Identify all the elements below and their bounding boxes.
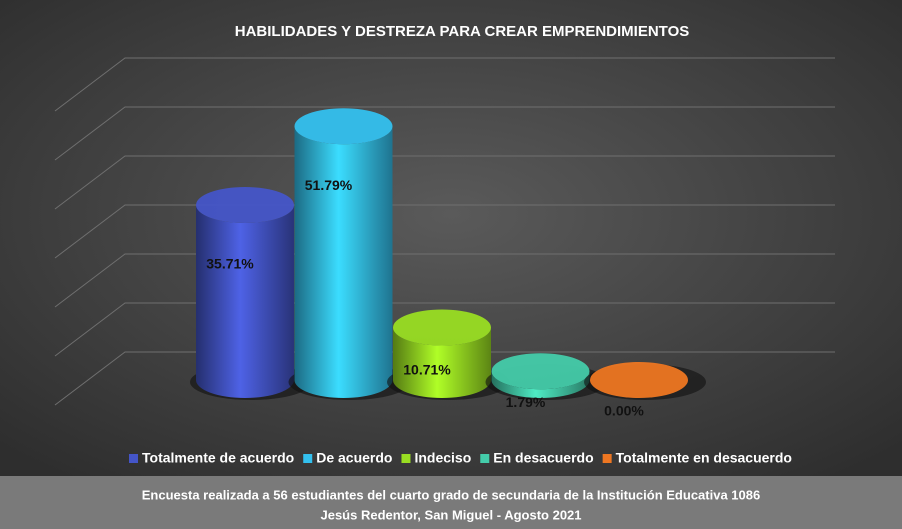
legend-label: Indeciso <box>414 450 471 466</box>
grid-line <box>54 253 835 308</box>
legend-label: Totalmente en desacuerdo <box>616 450 792 466</box>
data-label: 0.00% <box>604 403 644 419</box>
plot-background <box>0 0 902 476</box>
cylinder <box>294 126 393 398</box>
cylinder-top <box>393 309 491 346</box>
cylinder-top <box>491 353 590 390</box>
grid-line <box>54 57 835 112</box>
grid-line <box>54 302 835 357</box>
data-label: 51.79% <box>305 177 353 193</box>
legend-swatch <box>480 454 490 463</box>
grid-line <box>54 204 835 259</box>
footer-line: Encuesta realizada a 56 estudiantes del … <box>142 487 760 502</box>
chart-title: HABILIDADES Y DESTREZA PARA CREAR EMPREN… <box>235 23 690 40</box>
legend-label: En desacuerdo <box>493 450 593 466</box>
cylinder-top <box>590 362 688 398</box>
legend-swatch <box>401 454 411 463</box>
grid-line <box>54 155 835 210</box>
footer-line: Jesús Redentor, San Miguel - Agosto 2021 <box>320 507 581 522</box>
cylinder-top <box>294 108 393 145</box>
cylinder <box>393 327 491 398</box>
cylinder <box>491 371 590 398</box>
legend-swatch <box>303 454 313 463</box>
legend-swatch <box>129 454 139 463</box>
grid-line <box>54 106 835 161</box>
cylinder-top <box>196 187 294 224</box>
data-label: 35.71% <box>206 256 254 272</box>
grid-line <box>54 351 835 406</box>
data-label: 10.71% <box>403 362 451 378</box>
footer-band <box>0 476 902 529</box>
legend-label: Totalmente de acuerdo <box>142 450 294 466</box>
legend-swatch <box>602 454 612 463</box>
legend-label: De acuerdo <box>316 450 392 466</box>
data-label: 1.79% <box>506 394 546 410</box>
cylinder <box>196 205 294 398</box>
